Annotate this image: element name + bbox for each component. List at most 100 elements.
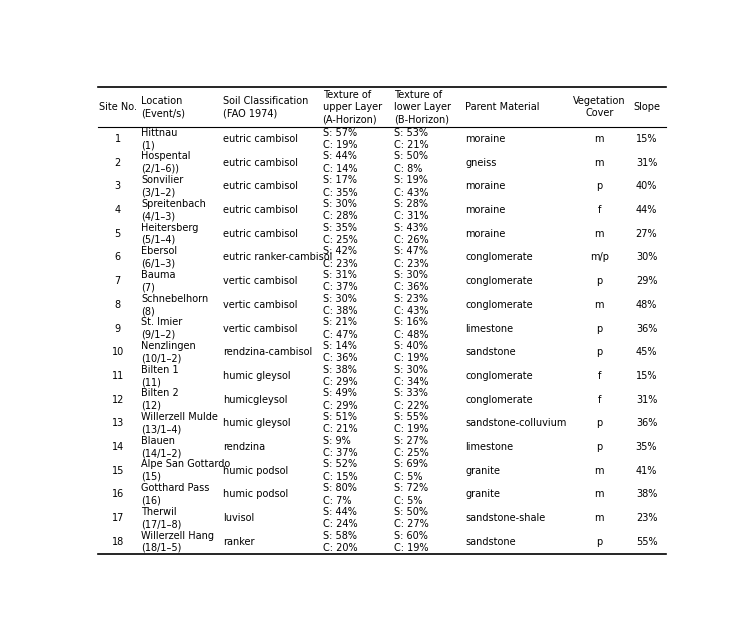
Text: p: p: [596, 347, 603, 357]
Text: Soil Classification
(FAO 1974): Soil Classification (FAO 1974): [223, 96, 308, 119]
Text: humic podsol: humic podsol: [223, 466, 288, 475]
Text: ranker: ranker: [223, 537, 255, 547]
Text: S: 55%
C: 19%: S: 55% C: 19%: [394, 412, 428, 435]
Text: S: 49%
C: 29%: S: 49% C: 29%: [323, 388, 358, 411]
Text: limestone: limestone: [466, 442, 513, 452]
Text: moraine: moraine: [466, 181, 506, 192]
Text: 15%: 15%: [635, 371, 657, 381]
Text: S: 51%
C: 21%: S: 51% C: 21%: [323, 412, 358, 435]
Text: S: 17%
C: 35%: S: 17% C: 35%: [323, 175, 358, 198]
Text: m/p: m/p: [590, 252, 609, 263]
Text: 40%: 40%: [635, 181, 657, 192]
Text: 44%: 44%: [635, 205, 657, 215]
Text: 15: 15: [112, 466, 124, 475]
Text: S: 30%
C: 28%: S: 30% C: 28%: [323, 199, 358, 221]
Text: Texture of
upper Layer
(A-Horizon): Texture of upper Layer (A-Horizon): [323, 90, 381, 125]
Text: Bauma
(7): Bauma (7): [141, 270, 176, 292]
Text: gneiss: gneiss: [466, 158, 497, 168]
Text: Alpe San Gottardo
(15): Alpe San Gottardo (15): [141, 460, 230, 482]
Text: m: m: [595, 158, 604, 168]
Text: 14: 14: [112, 442, 124, 452]
Text: 36%: 36%: [635, 418, 657, 428]
Text: humic gleysol: humic gleysol: [223, 418, 291, 428]
Text: 27%: 27%: [635, 229, 657, 239]
Text: eutric cambisol: eutric cambisol: [223, 181, 298, 192]
Text: S: 33%
C: 22%: S: 33% C: 22%: [394, 388, 428, 411]
Text: vertic cambisol: vertic cambisol: [223, 276, 297, 286]
Text: f: f: [597, 371, 601, 381]
Text: p: p: [596, 323, 603, 333]
Text: 8: 8: [115, 300, 121, 310]
Text: S: 27%
C: 25%: S: 27% C: 25%: [394, 436, 428, 458]
Text: humicgleysol: humicgleysol: [223, 394, 288, 404]
Text: S: 9%
C: 37%: S: 9% C: 37%: [323, 436, 358, 458]
Text: 30%: 30%: [635, 252, 657, 263]
Text: S: 35%
C: 25%: S: 35% C: 25%: [323, 222, 358, 245]
Text: S: 21%
C: 47%: S: 21% C: 47%: [323, 317, 358, 340]
Text: p: p: [596, 181, 603, 192]
Text: 9: 9: [115, 323, 121, 333]
Text: eutric cambisol: eutric cambisol: [223, 205, 298, 215]
Text: 1: 1: [115, 134, 121, 144]
Text: limestone: limestone: [466, 323, 513, 333]
Text: 31%: 31%: [635, 394, 657, 404]
Text: Sonvilier
(3/1–2): Sonvilier (3/1–2): [141, 175, 183, 198]
Text: S: 23%
C: 43%: S: 23% C: 43%: [394, 294, 428, 316]
Text: S: 57%
C: 19%: S: 57% C: 19%: [323, 127, 357, 150]
Text: 17: 17: [112, 513, 124, 523]
Text: moraine: moraine: [466, 229, 506, 239]
Text: 29%: 29%: [635, 276, 657, 286]
Text: Texture of
lower Layer
(B-Horizon): Texture of lower Layer (B-Horizon): [394, 90, 451, 125]
Text: Bilten 2
(12): Bilten 2 (12): [141, 388, 179, 411]
Text: S: 14%
C: 36%: S: 14% C: 36%: [323, 341, 357, 364]
Text: conglomerate: conglomerate: [466, 394, 533, 404]
Text: f: f: [597, 205, 601, 215]
Text: 13: 13: [112, 418, 124, 428]
Text: S: 47%
C: 23%: S: 47% C: 23%: [394, 246, 428, 269]
Text: S: 50%
C: 8%: S: 50% C: 8%: [394, 151, 428, 174]
Text: S: 72%
C: 5%: S: 72% C: 5%: [394, 483, 428, 506]
Text: 31%: 31%: [635, 158, 657, 168]
Text: S: 30%
C: 34%: S: 30% C: 34%: [394, 365, 428, 387]
Text: moraine: moraine: [466, 205, 506, 215]
Text: S: 42%
C: 23%: S: 42% C: 23%: [323, 246, 358, 269]
Text: Therwil
(17/1–8): Therwil (17/1–8): [141, 507, 182, 529]
Text: eutric cambisol: eutric cambisol: [223, 134, 298, 144]
Text: Willerzell Mulde
(13/1–4): Willerzell Mulde (13/1–4): [141, 412, 218, 435]
Text: S: 30%
C: 38%: S: 30% C: 38%: [323, 294, 357, 316]
Text: p: p: [596, 418, 603, 428]
Text: rendzina-cambisol: rendzina-cambisol: [223, 347, 312, 357]
Text: m: m: [595, 466, 604, 475]
Text: Heitersberg
(5/1–4): Heitersberg (5/1–4): [141, 222, 198, 245]
Text: rendzina: rendzina: [223, 442, 265, 452]
Text: 38%: 38%: [635, 489, 657, 499]
Text: 16: 16: [112, 489, 124, 499]
Text: 3: 3: [115, 181, 121, 192]
Text: 45%: 45%: [635, 347, 657, 357]
Text: eutric cambisol: eutric cambisol: [223, 229, 298, 239]
Text: 2: 2: [115, 158, 121, 168]
Text: conglomerate: conglomerate: [466, 276, 533, 286]
Text: Site No.: Site No.: [98, 102, 136, 112]
Text: sandstone: sandstone: [466, 537, 516, 547]
Text: vertic cambisol: vertic cambisol: [223, 300, 297, 310]
Text: S: 58%
C: 20%: S: 58% C: 20%: [323, 531, 358, 553]
Text: luvisol: luvisol: [223, 513, 254, 523]
Text: St. Imier
(9/1–2): St. Imier (9/1–2): [141, 317, 183, 340]
Text: S: 38%
C: 29%: S: 38% C: 29%: [323, 365, 358, 387]
Text: 18: 18: [112, 537, 124, 547]
Text: conglomerate: conglomerate: [466, 371, 533, 381]
Text: sandstone-shale: sandstone-shale: [466, 513, 545, 523]
Text: Location
(Event/s): Location (Event/s): [141, 96, 185, 119]
Text: S: 28%
C: 31%: S: 28% C: 31%: [394, 199, 428, 221]
Text: eutric ranker-cambisol: eutric ranker-cambisol: [223, 252, 332, 263]
Text: Bilten 1
(11): Bilten 1 (11): [141, 365, 179, 387]
Text: Nenzlingen
(10/1–2): Nenzlingen (10/1–2): [141, 341, 196, 364]
Text: Schnebelhorn
(8): Schnebelhorn (8): [141, 294, 209, 316]
Text: Slope: Slope: [633, 102, 660, 112]
Text: m: m: [595, 134, 604, 144]
Text: p: p: [596, 276, 603, 286]
Text: Blauen
(14/1–2): Blauen (14/1–2): [141, 436, 182, 458]
Text: S: 80%
C: 7%: S: 80% C: 7%: [323, 483, 357, 506]
Text: 55%: 55%: [635, 537, 657, 547]
